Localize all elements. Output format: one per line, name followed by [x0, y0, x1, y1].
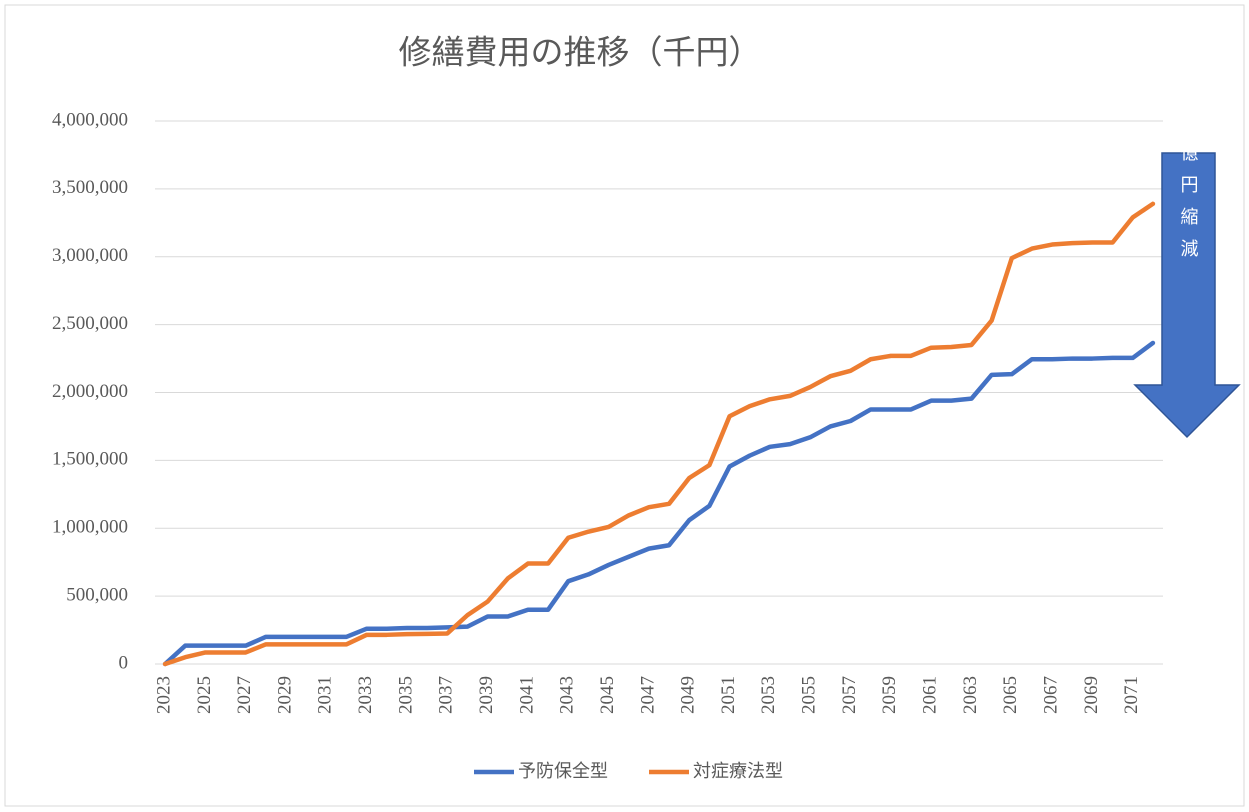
x-tick-label: 2037	[436, 676, 457, 714]
x-tick-label: 2025	[194, 676, 215, 714]
y-tick-label: 1,000,000	[52, 517, 128, 538]
x-tick-label: 2055	[799, 676, 820, 714]
x-tick-label: 2057	[839, 676, 860, 714]
annotation-arrow	[1133, 152, 1241, 439]
x-tick-label: 2027	[234, 676, 255, 714]
x-tick-label: 2047	[637, 676, 658, 714]
x-tick-label: 2059	[879, 676, 900, 714]
y-tick-label: 500,000	[66, 584, 128, 605]
annotation-text: 10億円縮減	[1178, 73, 1199, 271]
y-tick-label: 2,500,000	[52, 313, 128, 334]
x-tick-label: 2061	[920, 676, 941, 714]
x-tick-label: 2063	[960, 676, 981, 714]
chart-border	[4, 4, 1245, 807]
legend-label: 予防保全型	[518, 761, 608, 782]
x-tick-label: 2071	[1121, 676, 1142, 714]
y-tick-label: 3,500,000	[52, 177, 128, 198]
series-line	[162, 201, 1156, 667]
x-tick-label: 2069	[1081, 676, 1102, 714]
x-tick-label: 2049	[678, 676, 699, 714]
series-line	[162, 340, 1156, 667]
y-tick-label: 4,000,000	[52, 109, 128, 130]
x-tick-label: 2029	[274, 676, 295, 714]
x-tick-label: 2041	[516, 676, 537, 714]
x-tick-label: 2035	[395, 676, 416, 714]
y-tick-label: 0	[119, 652, 129, 673]
legend-label: 対症療法型	[693, 761, 783, 782]
x-tick-label: 2045	[597, 676, 618, 714]
y-tick-label: 3,000,000	[52, 245, 128, 266]
x-tick-label: 2033	[355, 676, 376, 714]
y-tick-label: 2,000,000	[52, 381, 128, 402]
x-tick-label: 2053	[758, 676, 779, 714]
x-tick-label: 2065	[1000, 676, 1021, 714]
x-tick-label: 2031	[315, 676, 336, 714]
x-tick-label: 2067	[1040, 676, 1061, 714]
y-tick-label: 1,500,000	[52, 449, 128, 470]
x-tick-label: 2023	[153, 676, 174, 714]
x-tick-label: 2051	[718, 676, 739, 714]
x-tick-label: 2039	[476, 676, 497, 714]
x-tick-label: 2043	[557, 676, 578, 714]
chart-title: 修繕費用の推移（千円）	[399, 35, 762, 72]
